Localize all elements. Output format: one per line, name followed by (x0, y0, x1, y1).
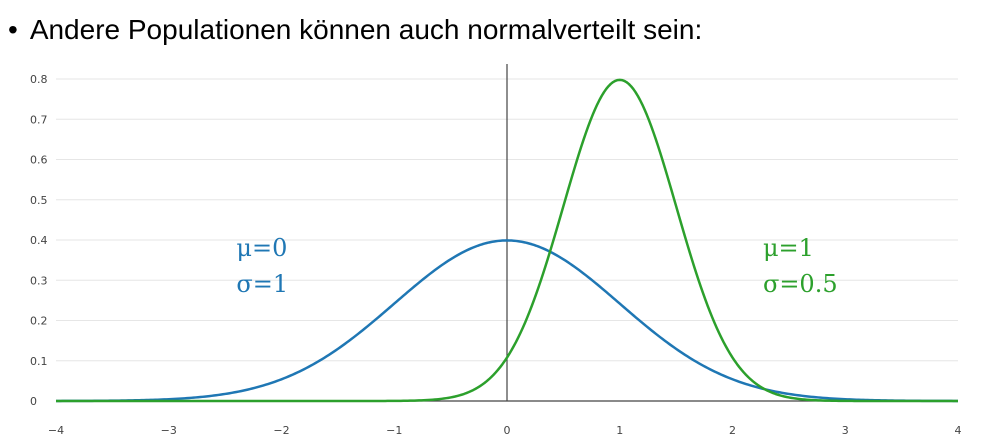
x-tick-label: −2 (273, 424, 289, 437)
y-tick-label: 0.1 (30, 355, 48, 368)
x-tick-label: 2 (729, 424, 736, 437)
axes (56, 64, 958, 402)
x-tick-label: −3 (161, 424, 177, 437)
x-tick-label: −4 (48, 424, 64, 437)
x-tick-label: 4 (955, 424, 962, 437)
y-tick-label: 0 (30, 395, 37, 408)
slide-heading: • Andere Populationen können auch normalv… (8, 14, 702, 46)
series-annotation-1: μ=1 (763, 234, 814, 262)
y-axis-ticks: 0 0.1 0.2 0.3 0.4 0.5 0.6 0.7 0.8 (30, 73, 48, 408)
x-tick-label: 1 (616, 424, 623, 437)
x-tick-label: 3 (842, 424, 849, 437)
y-tick-label: 0.7 (30, 113, 48, 126)
bullet: • (8, 14, 18, 45)
heading-text: Andere Populationen können auch normalve… (29, 14, 703, 45)
y-tick-label: 0.8 (30, 73, 48, 86)
series-annotation-0: μ=0 (236, 234, 287, 262)
x-tick-label: 0 (504, 424, 511, 437)
y-tick-label: 0.5 (30, 194, 48, 207)
y-tick-label: 0.3 (30, 274, 48, 287)
series-annotation-1: σ=0.5 (763, 270, 838, 298)
series-line-1 (56, 78, 958, 403)
series-line-0 (55, 239, 959, 403)
series-annotation-0: σ=1 (236, 270, 288, 298)
x-tick-label: −1 (386, 424, 402, 437)
y-tick-label: 0.4 (30, 234, 48, 247)
x-axis-ticks: −4 −3 −2 −1 0 1 2 3 4 (48, 424, 962, 437)
y-tick-label: 0.6 (30, 154, 48, 167)
y-tick-label: 0.2 (30, 315, 48, 328)
curves (55, 78, 959, 403)
annotations: μ=0 σ=1 μ=1 σ=0.5 (236, 234, 837, 298)
